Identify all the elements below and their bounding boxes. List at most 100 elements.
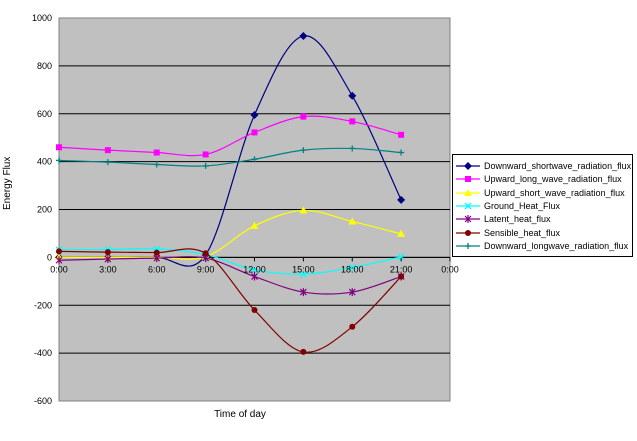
legend-swatch [456, 162, 480, 170]
series-2 [56, 113, 405, 158]
legend-item: Downward_shortwave_radiation_flux [453, 160, 631, 172]
legend-item: Latent_heat_flux [453, 213, 551, 225]
legend-marker [465, 242, 471, 249]
data-point [104, 249, 111, 256]
data-point [348, 91, 357, 100]
series-line [58, 248, 402, 275]
data-point [299, 31, 308, 40]
legend-marker [464, 162, 472, 170]
data-point [299, 270, 307, 278]
data-point [397, 195, 406, 204]
y-tick-label: 0 [47, 252, 52, 262]
legend-item: Upward_long_wave_radiation_flux [453, 173, 622, 185]
series-line [58, 256, 402, 295]
data-point [202, 250, 209, 257]
data-point [202, 151, 209, 158]
series-line [58, 115, 402, 157]
data-point [348, 288, 356, 297]
series-line [59, 209, 402, 260]
x-tick-label: 0:00 [441, 264, 459, 274]
data-point [300, 348, 307, 355]
legend-marker [464, 188, 472, 196]
data-point [300, 113, 307, 120]
legend-marker [465, 229, 471, 236]
data-point [398, 273, 405, 280]
y-tick-label: 200 [37, 205, 52, 215]
data-point [202, 162, 209, 169]
data-point [251, 266, 258, 274]
legend-label: Downward_shortwave_radiation_flux [484, 161, 632, 171]
data-point [153, 149, 160, 156]
series-7 [56, 145, 405, 169]
y-tick-label: 1000 [32, 13, 52, 23]
x-tick-label: 0:00 [50, 264, 68, 274]
legend-label: Downward_longwave_radiation_flux [484, 240, 629, 251]
legend-label: Upward_short_wave_radiation_flux [484, 187, 625, 198]
data-point [104, 147, 111, 154]
data-point [349, 118, 356, 125]
y-tick-label: -600 [34, 396, 52, 406]
x-tick-label: 12:00 [243, 264, 266, 274]
legend-item: Downward_longwave_radiation_flux [453, 240, 628, 252]
x-tick-label: 3:00 [99, 264, 117, 274]
data-point [398, 131, 405, 138]
data-point [299, 206, 308, 214]
y-tick-label: 800 [37, 61, 52, 71]
legend-marker [464, 202, 472, 210]
legend-marker [465, 176, 471, 183]
data-point [56, 248, 62, 255]
data-point [56, 144, 62, 151]
y-tick-label: -200 [34, 300, 52, 310]
legend-label: Latent_heat_flux [484, 214, 551, 225]
y-tick-label: 600 [37, 109, 52, 119]
legend-marker [464, 215, 472, 224]
x-tick-label: 9:00 [197, 264, 215, 274]
data-point [104, 159, 111, 166]
data-point [348, 217, 357, 225]
data-point [349, 145, 356, 152]
data-point [299, 288, 307, 297]
legend-swatch [456, 242, 480, 249]
data-point [397, 229, 406, 237]
legend-swatch [456, 215, 480, 224]
legend-swatch [456, 176, 480, 183]
x-tick-label: 6:00 [148, 264, 166, 274]
data-point [349, 323, 356, 330]
legend-item: Upward_short_wave_radiation_flux [453, 187, 625, 199]
y-tick-label: 400 [37, 157, 52, 167]
tick-labels: 1000 800 600 400 200 0 -200 -400 -600 0:00 3:00 6:0… [32, 13, 459, 406]
x-tick-label: 21:00 [390, 264, 413, 274]
legend-label: Sensible_heat_flux [484, 227, 561, 238]
data-point [55, 256, 63, 265]
data-point [251, 272, 258, 281]
x-tick-label: 15:00 [292, 264, 315, 274]
series-6 [56, 248, 405, 355]
data-point [250, 221, 259, 229]
series-line [58, 147, 402, 167]
series-group [55, 31, 406, 355]
legend-label: Upward_long_wave_radiation_flux [484, 174, 622, 185]
y-tick-label: -400 [34, 348, 52, 358]
legend: Downward_shortwave_radiation_flux Upward_… [452, 154, 633, 257]
data-point [398, 149, 405, 156]
legend-label: Ground_Heat_Flux [484, 200, 561, 211]
data-point [251, 129, 258, 136]
legend-item: Sensible_heat_flux [453, 227, 560, 239]
data-point [397, 253, 405, 261]
data-point [300, 147, 307, 154]
legend-swatch [456, 202, 480, 210]
data-point [153, 249, 160, 256]
legend-item: Ground_Heat_Flux [453, 200, 560, 212]
data-point [104, 255, 112, 264]
x-axis-title: Time of day [214, 409, 266, 420]
data-point [250, 110, 259, 119]
x-tick-label: 18:00 [341, 264, 364, 274]
legend-swatch [456, 188, 480, 196]
legend-swatch [456, 229, 480, 236]
data-point [56, 157, 62, 164]
data-point [153, 161, 160, 168]
data-point [251, 156, 258, 163]
y-axis-title: Energy Flux [2, 156, 13, 210]
